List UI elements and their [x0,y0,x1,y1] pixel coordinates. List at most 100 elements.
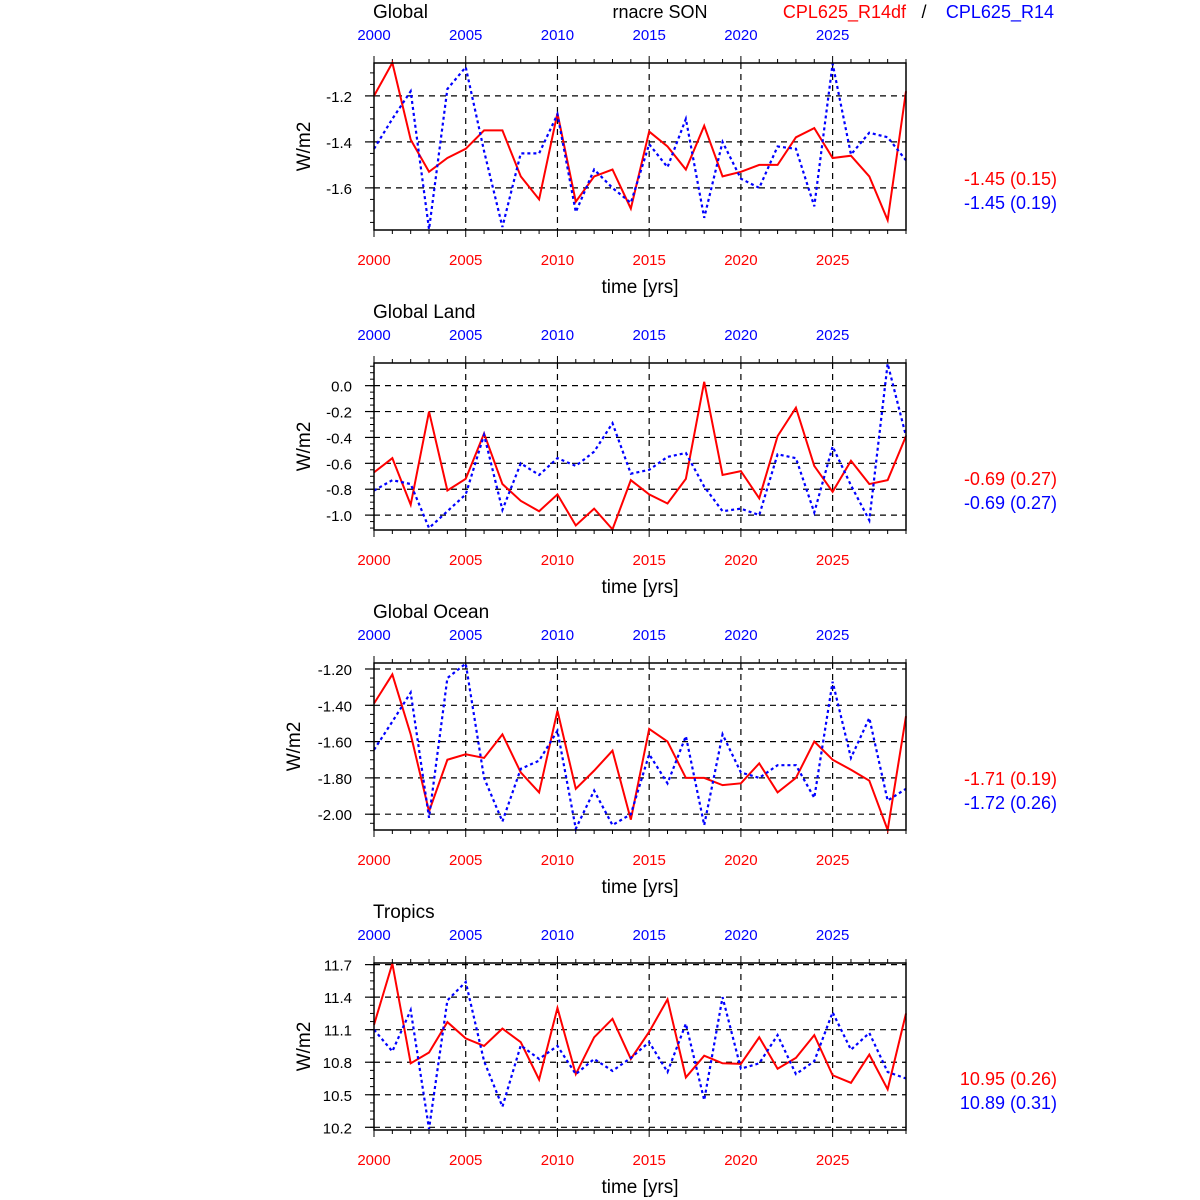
x-tick-label-bottom: 2020 [724,852,757,869]
y-tick-label: -0.6 [326,456,352,473]
x-tick-label-bottom: 2010 [541,852,574,869]
y-tick-label: -2.00 [318,807,352,824]
x-tick-label-bottom: 2005 [449,252,482,269]
y-tick-label: 10.5 [323,1088,352,1105]
x-tick-label-top: 2015 [632,927,665,944]
stat-r14df: -1.45 (0.15) [964,169,1057,189]
x-tick-label-top: 2015 [632,627,665,644]
x-tick-label-bottom: 2015 [632,552,665,569]
plot-frame [373,362,907,531]
series-line-r14 [373,661,907,833]
x-tick-label-top: 2005 [449,327,482,344]
x-tick-label-bottom: 2015 [632,252,665,269]
x-axis-label: time [yrs] [601,1177,678,1198]
x-tick-label-bottom: 2015 [632,852,665,869]
series-line-r14df [373,381,907,532]
series-line-r14df [373,672,907,834]
x-tick-label-top: 2010 [541,327,574,344]
stat-r14: -1.72 (0.26) [964,793,1057,813]
panel-title: Global [373,2,428,23]
x-tick-label-top: 2010 [541,27,574,44]
variable-title: rnacre SON [612,2,707,22]
y-axis-label: W/m2 [284,722,305,772]
stat-r14: -1.45 (0.19) [964,193,1057,213]
stat-r14df: -1.71 (0.19) [964,769,1057,789]
series-line-r14 [373,63,907,230]
series-line-r14df [373,963,907,1093]
x-tick-label-top: 2000 [357,327,390,344]
series-line-r14 [373,979,907,1130]
x-tick-label-top: 2025 [816,627,849,644]
y-axis-label: W/m2 [294,122,315,172]
x-tick-label-top: 2025 [816,327,849,344]
y-tick-label: -1.80 [318,771,352,788]
x-tick-label-top: 2020 [724,927,757,944]
legend-series-a: CPL625_R14df [783,2,907,23]
panel-tropics: Tropics 10.2 10.5 10.8 11.1 11.4 11.7 2000 2000 2… [294,902,1057,1198]
y-tick-label: -1.6 [326,181,352,198]
x-tick-label-top: 2015 [632,327,665,344]
y-tick-label: 0.0 [331,379,352,396]
y-tick-label: -0.8 [326,482,352,499]
x-tick-label-top: 2000 [357,27,390,44]
panel-title: Global Land [373,302,475,323]
plot-frame [373,62,907,231]
x-tick-label-top: 2020 [724,627,757,644]
y-axis-label: W/m2 [294,1022,315,1072]
x-tick-label-bottom: 2010 [541,552,574,569]
x-tick-label-bottom: 2020 [724,252,757,269]
y-tick-label: -1.0 [326,508,352,525]
y-tick-label: 11.1 [324,1023,352,1040]
x-tick-label-top: 2020 [724,327,757,344]
x-axis-label: time [yrs] [601,577,678,598]
panel-global-land: Global Land -1.0 -0.8 -0.6 -0.4 -0.2 0.0 2000 20… [294,302,1057,598]
x-tick-label-bottom: 2000 [357,852,390,869]
panel-global-ocean: Global Ocean -2.00 -1.80 -1.60 -1.40 -1.20 200… [284,602,1057,898]
x-tick-label-bottom: 2020 [724,552,757,569]
y-tick-label: -1.20 [318,662,352,679]
stat-r14df: -0.69 (0.27) [964,469,1057,489]
y-tick-label: -0.2 [326,405,352,422]
y-tick-label: 11.7 [324,958,352,975]
x-tick-label-top: 2015 [632,27,665,44]
y-tick-label: 11.4 [324,990,352,1007]
legend-separator: / [921,2,926,22]
x-tick-label-top: 2000 [357,927,390,944]
y-axis-label: W/m2 [294,422,315,472]
series-line-r14 [373,363,908,530]
x-tick-label-top: 2005 [449,27,482,44]
plot-frame [373,662,907,831]
y-tick-label: -1.40 [318,698,352,715]
x-tick-label-bottom: 2010 [541,252,574,269]
x-tick-label-bottom: 2000 [357,552,390,569]
x-tick-label-bottom: 2025 [816,852,849,869]
panel-title: Global Ocean [373,602,489,623]
y-tick-label: -0.4 [326,430,352,447]
stat-r14: 10.89 (0.31) [960,1093,1057,1113]
x-tick-label-bottom: 2000 [357,252,390,269]
x-tick-label-bottom: 2005 [449,552,482,569]
x-tick-label-bottom: 2015 [632,1152,665,1169]
x-tick-label-bottom: 2025 [816,1152,849,1169]
x-tick-label-top: 2010 [541,927,574,944]
y-tick-label: -1.60 [318,735,352,752]
x-tick-label-bottom: 2010 [541,1152,574,1169]
x-tick-label-top: 2000 [357,627,390,644]
x-tick-label-top: 2005 [449,927,482,944]
x-tick-label-bottom: 2025 [816,552,849,569]
stat-r14df: 10.95 (0.26) [960,1069,1057,1089]
x-tick-label-bottom: 2005 [449,852,482,869]
stat-r14: -0.69 (0.27) [964,493,1057,513]
x-axis-label: time [yrs] [601,277,678,298]
y-tick-label: 10.2 [323,1120,352,1137]
x-tick-label-top: 2025 [816,27,849,44]
x-tick-label-bottom: 2025 [816,252,849,269]
x-tick-label-top: 2010 [541,627,574,644]
panel-title: Tropics [373,902,435,923]
plot-frame [373,962,907,1131]
y-tick-label: 10.8 [323,1055,352,1072]
x-tick-label-top: 2025 [816,927,849,944]
y-tick-label: -1.4 [326,135,352,152]
panel-global: Global -1.6 -1.4 -1.2 2000 2000 2005 2005 2010 20… [294,2,1057,298]
x-tick-label-bottom: 2005 [449,1152,482,1169]
